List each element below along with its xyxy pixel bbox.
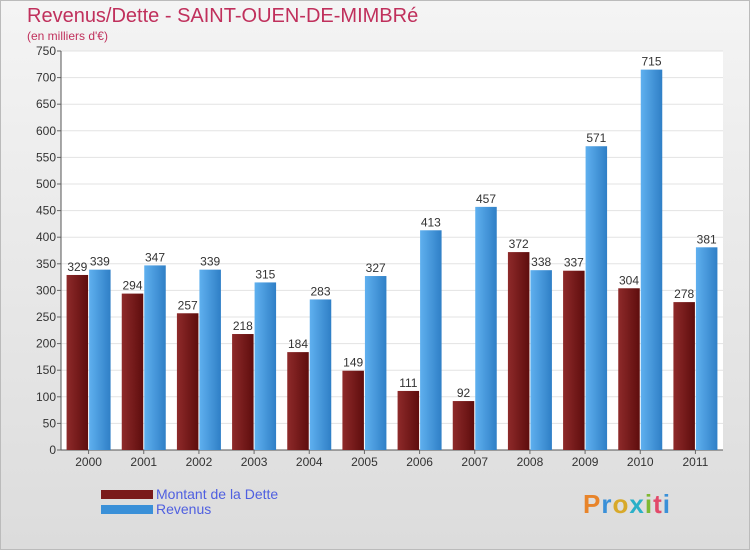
logo-letter: t	[653, 489, 663, 519]
bar-revenus-2006	[420, 230, 442, 450]
bar-debt-2002	[176, 313, 199, 450]
y-tick-label-400: 400	[36, 230, 56, 244]
x-tick-label-2001: 2001	[130, 455, 157, 469]
x-tick-label-2005: 2005	[351, 455, 378, 469]
x-tick-label-2002: 2002	[186, 455, 213, 469]
x-tick-label-2004: 2004	[296, 455, 323, 469]
x-tick-label-2009: 2009	[572, 455, 599, 469]
data-label-debt-2006: 111	[399, 376, 418, 390]
bar-debt-2009	[563, 270, 585, 450]
x-tick-label-2007: 2007	[461, 455, 488, 469]
x-tick-label-2010: 2010	[627, 455, 654, 469]
y-tick-label-0: 0	[49, 443, 56, 457]
data-label-revenus-2001: 347	[145, 250, 165, 264]
x-tick-label-2003: 2003	[241, 455, 268, 469]
bar-debt-2004	[287, 352, 309, 450]
data-label-revenus-2009: 571	[586, 131, 606, 145]
data-label-revenus-2004: 283	[310, 284, 330, 298]
logo-letter: x	[629, 489, 645, 519]
bar-revenus-2010	[640, 69, 663, 451]
legend-swatch-debt	[101, 490, 153, 499]
data-label-revenus-2002: 339	[200, 255, 220, 269]
bar-revenus-2007	[475, 206, 497, 450]
bar-revenus-2000	[89, 269, 111, 450]
plot-area	[61, 51, 723, 450]
bar-debt-2001	[121, 293, 144, 450]
bar-debt-2011	[673, 302, 695, 450]
data-label-revenus-2007: 457	[476, 192, 496, 206]
proxiti-logo: Proxiti	[583, 489, 671, 520]
y-tick-label-150: 150	[36, 363, 56, 377]
bar-revenus-2002	[199, 269, 221, 450]
logo-letter: i	[662, 489, 671, 519]
data-label-debt-2004: 184	[288, 337, 308, 351]
bar-revenus-2003	[254, 282, 277, 450]
logo-letter: r	[601, 489, 613, 519]
data-label-revenus-2000: 339	[90, 255, 110, 269]
y-tick-label-450: 450	[36, 204, 56, 218]
data-label-revenus-2008: 338	[531, 255, 551, 269]
logo-letter: P	[583, 489, 602, 519]
chart-subtitle: (en milliers d'€)	[27, 29, 108, 43]
bar-revenus-2008	[530, 270, 552, 450]
bar-revenus-2011	[695, 247, 718, 450]
bar-revenus-2001	[144, 265, 166, 450]
data-label-debt-2009: 337	[564, 256, 584, 270]
data-label-debt-2001: 294	[122, 279, 142, 293]
x-tick-label-2000: 2000	[75, 455, 102, 469]
legend-swatch-revenus	[101, 505, 153, 514]
chart-title: Revenus/Dette - SAINT-OUEN-DE-MIMBRé	[27, 5, 419, 27]
bar-revenus-2005	[364, 276, 387, 450]
x-tick-label-2008: 2008	[517, 455, 544, 469]
data-label-revenus-2005: 327	[366, 261, 386, 275]
y-tick-label-250: 250	[36, 310, 56, 324]
data-label-debt-2010: 304	[619, 273, 639, 287]
data-label-debt-2011: 278	[674, 287, 694, 301]
data-label-revenus-2011: 381	[697, 232, 717, 246]
y-tick-label-350: 350	[36, 257, 56, 271]
y-tick-label-700: 700	[36, 71, 56, 85]
data-label-debt-2002: 257	[178, 298, 198, 312]
bar-revenus-2004	[309, 299, 332, 450]
bar-revenus-2009	[585, 146, 608, 450]
y-tick-label-500: 500	[36, 177, 56, 191]
y-tick-label-600: 600	[36, 124, 56, 138]
bar-debt-2006	[397, 390, 420, 450]
legend-label-revenus: Revenus	[156, 501, 212, 517]
data-label-debt-2000: 329	[67, 260, 87, 274]
data-label-debt-2007: 92	[457, 386, 471, 400]
bar-debt-2007	[452, 401, 475, 450]
data-label-revenus-2003: 315	[255, 267, 275, 281]
data-label-revenus-2006: 413	[421, 215, 441, 229]
legend-label-debt: Montant de la Dette	[156, 486, 279, 502]
data-label-debt-2003: 218	[233, 319, 253, 333]
y-tick-label-300: 300	[36, 283, 56, 297]
data-label-debt-2005: 149	[343, 356, 363, 370]
bar-debt-2010	[618, 288, 640, 450]
bar-debt-2000	[66, 274, 89, 450]
y-tick-label-50: 50	[43, 416, 57, 430]
data-label-debt-2008: 372	[509, 237, 529, 251]
logo-letter: i	[644, 489, 654, 519]
y-tick-label-550: 550	[36, 150, 56, 164]
y-tick-label-200: 200	[36, 337, 56, 351]
data-label-revenus-2010: 715	[641, 55, 661, 69]
bar-debt-2005	[342, 370, 364, 450]
bar-debt-2008	[507, 252, 530, 450]
y-tick-label-100: 100	[36, 390, 56, 404]
logo-letter: o	[612, 489, 630, 519]
x-tick-label-2006: 2006	[406, 455, 433, 469]
x-tick-label-2011: 2011	[683, 455, 709, 469]
y-tick-label-750: 750	[36, 44, 56, 58]
y-tick-label-650: 650	[36, 97, 56, 111]
bar-debt-2003	[232, 334, 254, 450]
